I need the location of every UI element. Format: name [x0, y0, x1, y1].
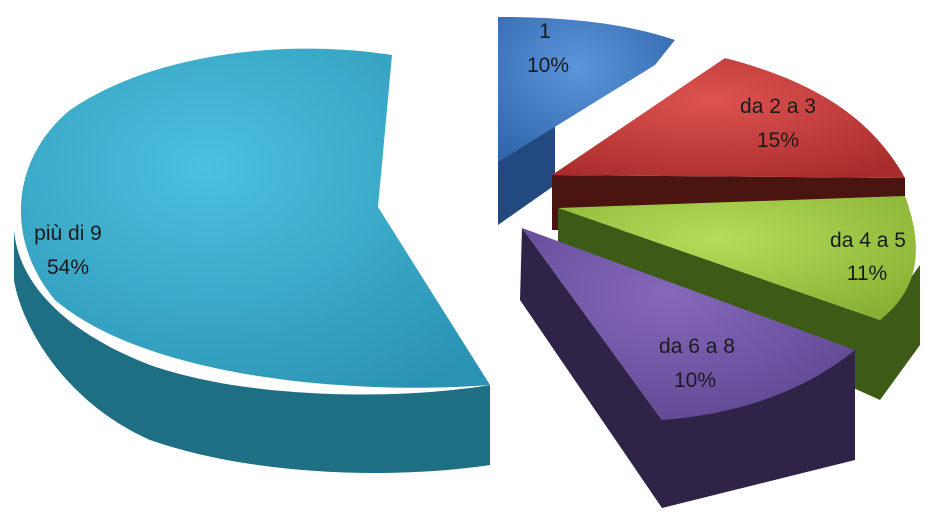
pie-slice-da-6-a-8-side — [520, 228, 855, 508]
pie-slice-da-6-a-8: da 6 a 8 10% — [520, 228, 855, 508]
slice-label-da-4-a-5: da 4 a 5 — [830, 229, 906, 252]
pie-slice-1: 1 10% — [498, 17, 675, 225]
slice-label-piu-di-9: più di 9 — [34, 222, 102, 245]
pie-slice-piu-di-9-top — [20, 48, 490, 388]
slice-value-da-4-a-5: 11% — [847, 262, 887, 285]
slice-value-da-2-a-3: 15% — [757, 129, 799, 152]
slice-value-da-6-a-8: 10% — [674, 369, 716, 392]
pie-slice-da-4-a-5-top — [558, 196, 916, 320]
pie-slice-da-6-a-8-top — [522, 228, 855, 420]
pie-slice-piu-di-9: più di 9 54% — [14, 48, 490, 473]
slice-value-piu-di-9: 54% — [47, 256, 89, 279]
pie-slice-da-2-a-3-top — [552, 58, 905, 178]
slice-label-1: 1 — [539, 20, 551, 43]
pie-slice-1-top — [498, 17, 675, 162]
slice-value-1: 10% — [527, 54, 569, 77]
pie-slice-piu-di-9-side — [14, 230, 490, 473]
slice-label-da-2-a-3: da 2 a 3 — [740, 95, 816, 118]
slice-label-da-6-a-8: da 6 a 8 — [659, 335, 735, 358]
